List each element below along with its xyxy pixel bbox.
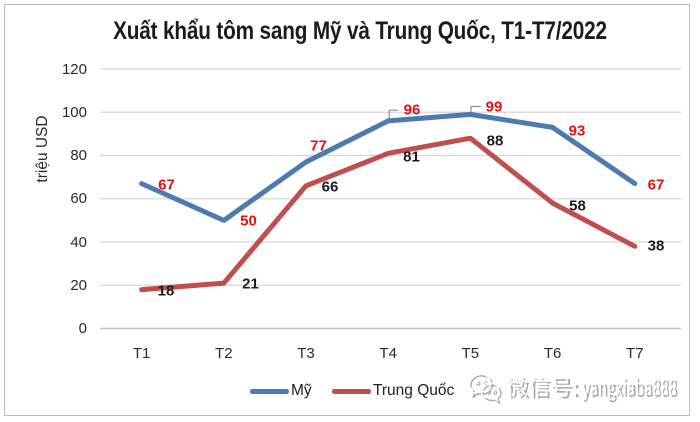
data-label-leader-line — [470, 105, 481, 113]
legend-swatch-trung-quoc — [332, 389, 371, 394]
x-tick-label-T1: T1 — [132, 345, 151, 362]
legend-label-trung-quoc: Trung Quốc — [373, 382, 455, 399]
wechat-icon-bubble-large — [470, 375, 494, 399]
data-label-my-T6: 93 — [568, 122, 586, 139]
x-tick-label-T3: T3 — [297, 345, 315, 362]
data-label-trung-quoc-T7: 38 — [647, 237, 665, 255]
y-tick-label: 100 — [61, 103, 87, 121]
y-tick-label: 80 — [70, 147, 87, 164]
watermark-main — [468, 372, 676, 403]
data-label-my-T4: 96 — [403, 101, 421, 119]
series-line-my — [139, 111, 638, 223]
legend-label-my: Mỹ — [291, 382, 312, 399]
chart-title: Xuất khẩu tôm sang Mỹ và Trung Quốc, T1-… — [113, 17, 607, 45]
data-label-trung-quoc-T1: 18 — [157, 282, 175, 299]
x-tick-label-T4: T4 — [379, 345, 397, 362]
data-label-my-T1: 67 — [158, 176, 175, 193]
x-tick-label-T7: T7 — [626, 345, 644, 362]
data-label-my-T7: 67 — [647, 176, 665, 194]
data-label-my-T3: 77 — [310, 137, 327, 155]
data-label-trung-quoc-T3: 66 — [321, 178, 339, 195]
watermark-shadow — [470, 375, 678, 405]
y-tick-label: 120 — [61, 60, 87, 78]
series-line-trung-quoc — [139, 135, 638, 293]
wechat-icon-bubble-small — [480, 382, 500, 403]
data-label-trung-quoc-T2: 21 — [242, 275, 259, 292]
wechat-icon-eyes — [474, 378, 495, 393]
y-tick-label: 20 — [70, 276, 87, 294]
x-tick-label-T6: T6 — [543, 345, 562, 362]
data-label-leader-line — [388, 109, 399, 120]
data-label-trung-quoc-T6: 58 — [569, 197, 586, 215]
wechat-icon-bubble-small — [482, 384, 502, 405]
y-tick-label: 0 — [78, 320, 87, 337]
legend-swatch-my — [250, 389, 289, 394]
watermark — [468, 372, 678, 405]
watermark-text-shadow — [508, 378, 678, 403]
data-label-my-T2: 50 — [240, 212, 257, 229]
y-tick-label: 60 — [70, 190, 87, 208]
data-label-my-T5: 99 — [485, 98, 503, 116]
watermark-text — [506, 376, 676, 400]
y-tick-label: 40 — [70, 233, 87, 251]
chart-frame — [4, 4, 690, 416]
wechat-icon-bubble-large — [468, 372, 492, 397]
x-tick-label-T5: T5 — [461, 345, 480, 362]
data-label-trung-quoc-T5: 88 — [486, 132, 504, 150]
x-tick-label-T2: T2 — [215, 345, 233, 362]
data-label-trung-quoc-T4: 81 — [403, 148, 420, 165]
